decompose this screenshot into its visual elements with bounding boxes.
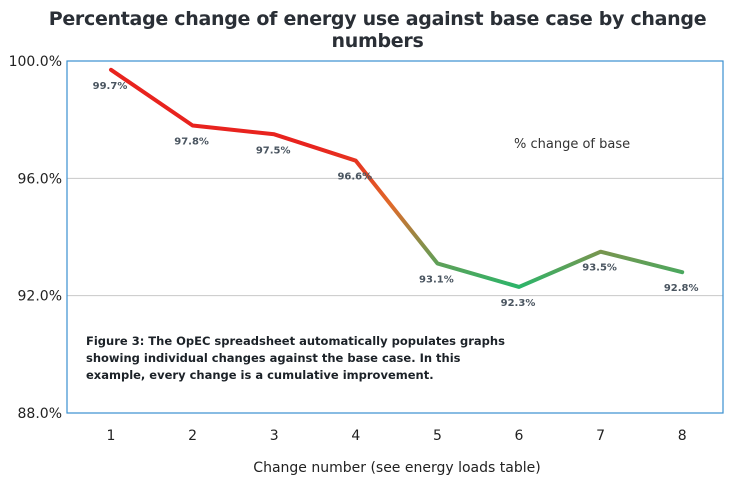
data-label: 93.1% [419, 274, 454, 285]
data-label: 97.8% [174, 137, 209, 148]
y-tick-label: 100.0% [9, 54, 62, 70]
data-label: 97.5% [256, 145, 291, 156]
plot-frame [66, 60, 724, 414]
y-tick-label: 92.0% [18, 289, 62, 305]
x-tick-label: 8 [678, 428, 687, 444]
y-tick-label: 88.0% [18, 406, 62, 422]
figure-caption: Figure 3: The OpEC spreadsheet automatic… [86, 334, 505, 382]
data-label: 92.3% [501, 298, 536, 309]
data-label: 92.8% [664, 283, 699, 294]
legend: % change of base [480, 137, 630, 152]
x-tick-label: 4 [351, 428, 360, 444]
data-label: 96.6% [337, 172, 372, 183]
series-line [109, 67, 685, 289]
x-tick-label: 7 [596, 428, 605, 444]
data-label: 93.5% [582, 263, 617, 274]
data-label: 99.7% [93, 81, 128, 92]
chart-title: Percentage change of energy use against … [48, 8, 707, 52]
x-tick-label: 6 [515, 428, 524, 444]
x-tick-label: 2 [188, 428, 197, 444]
x-tick-label: 1 [107, 428, 116, 444]
y-tick-label: 96.0% [18, 171, 62, 187]
x-tick-label: 5 [433, 428, 442, 444]
legend-label: % change of base [514, 137, 630, 152]
x-axis-label: Change number (see energy loads table) [253, 460, 540, 476]
x-tick-label: 3 [270, 428, 279, 444]
